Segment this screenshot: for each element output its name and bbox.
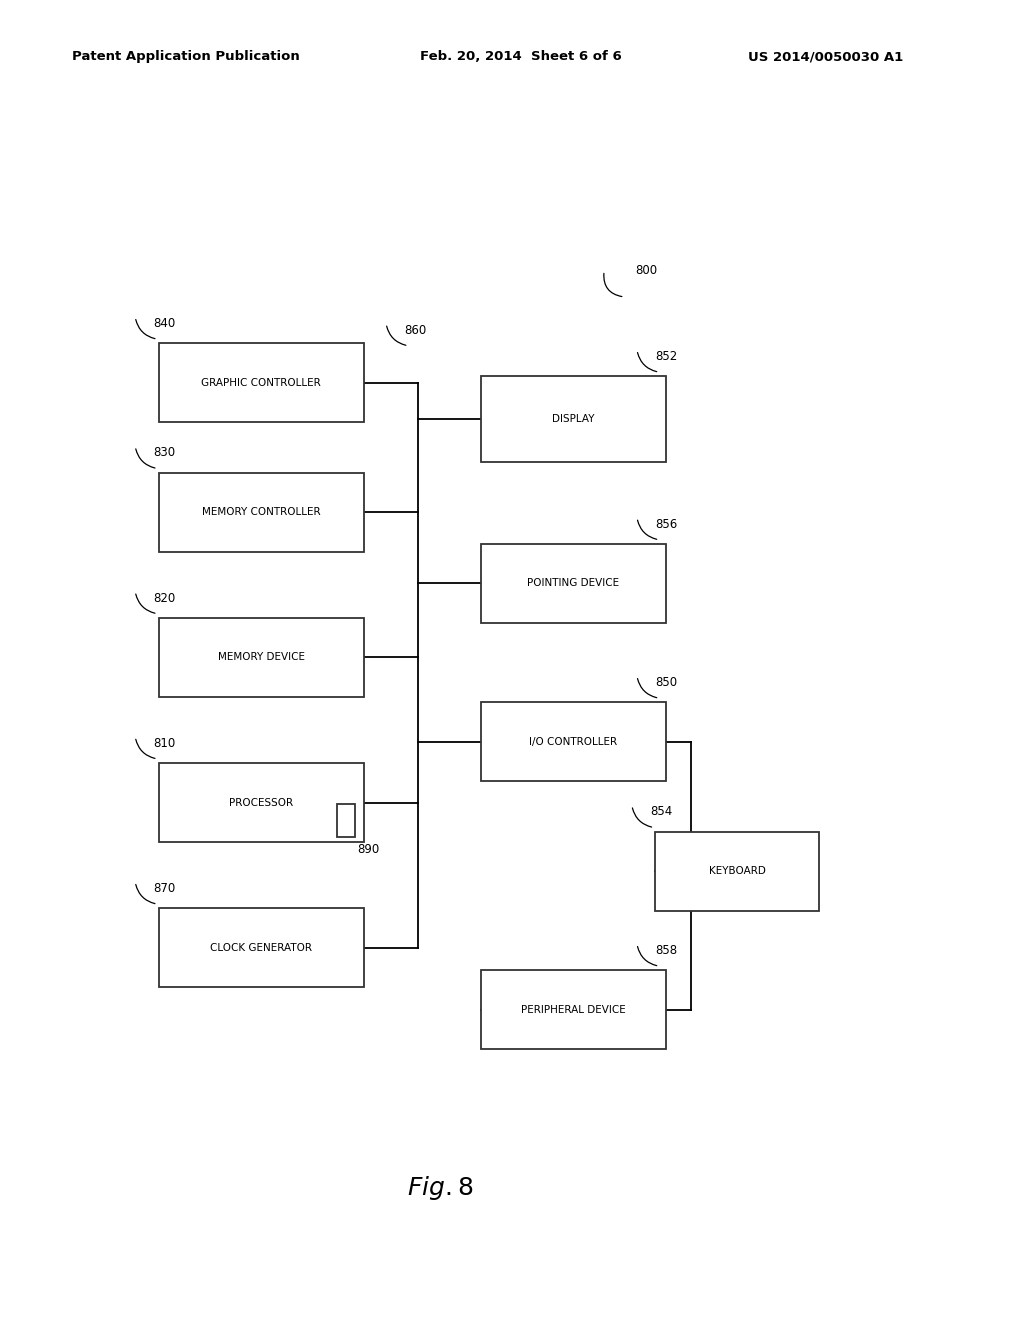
Text: 820: 820 <box>154 591 176 605</box>
Text: MEMORY DEVICE: MEMORY DEVICE <box>218 652 304 663</box>
Text: 854: 854 <box>650 805 673 818</box>
Text: CLOCK GENERATOR: CLOCK GENERATOR <box>210 942 312 953</box>
Text: 850: 850 <box>655 676 678 689</box>
Text: 800: 800 <box>635 264 657 277</box>
Text: 852: 852 <box>655 350 678 363</box>
Text: MEMORY CONTROLLER: MEMORY CONTROLLER <box>202 507 321 517</box>
Text: 810: 810 <box>154 737 176 750</box>
Bar <box>481 544 666 623</box>
Text: GRAPHIC CONTROLLER: GRAPHIC CONTROLLER <box>202 378 321 388</box>
Text: 856: 856 <box>655 517 678 531</box>
Text: 890: 890 <box>357 843 380 857</box>
Bar <box>337 804 355 837</box>
Text: Patent Application Publication: Patent Application Publication <box>72 50 299 63</box>
Text: PROCESSOR: PROCESSOR <box>229 797 293 808</box>
Text: 858: 858 <box>655 944 678 957</box>
Text: I/O CONTROLLER: I/O CONTROLLER <box>529 737 617 747</box>
Bar <box>481 376 666 462</box>
Text: 860: 860 <box>404 323 427 337</box>
Text: DISPLAY: DISPLAY <box>552 414 595 424</box>
Text: POINTING DEVICE: POINTING DEVICE <box>527 578 620 589</box>
Text: $\mathit{Fig.8}$: $\mathit{Fig.8}$ <box>408 1173 473 1203</box>
Bar <box>159 343 364 422</box>
Bar <box>481 702 666 781</box>
Text: PERIPHERAL DEVICE: PERIPHERAL DEVICE <box>521 1005 626 1015</box>
Text: Feb. 20, 2014  Sheet 6 of 6: Feb. 20, 2014 Sheet 6 of 6 <box>420 50 622 63</box>
Text: 870: 870 <box>154 882 176 895</box>
Text: 840: 840 <box>154 317 176 330</box>
Bar <box>159 908 364 987</box>
Bar <box>481 970 666 1049</box>
Bar <box>159 763 364 842</box>
Bar <box>159 618 364 697</box>
Text: KEYBOARD: KEYBOARD <box>709 866 766 876</box>
Text: US 2014/0050030 A1: US 2014/0050030 A1 <box>748 50 903 63</box>
Bar <box>159 473 364 552</box>
Text: 830: 830 <box>154 446 176 459</box>
Bar <box>655 832 819 911</box>
